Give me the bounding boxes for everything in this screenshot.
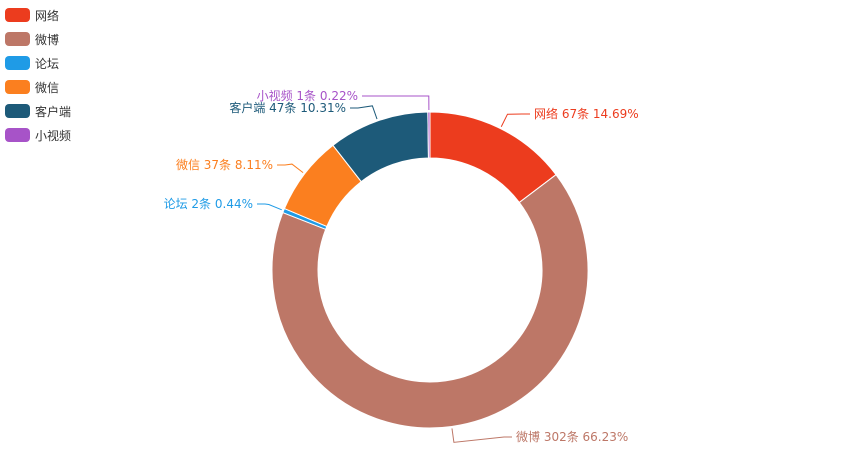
slice-label-1: 微博 302条 66.23%: [516, 429, 628, 444]
leader-line-0: [500, 113, 530, 127]
legend-swatch-2: [5, 56, 30, 70]
legend-label-5: 小视频: [35, 128, 72, 143]
legend-item-4[interactable]: 客户端: [5, 99, 71, 123]
legend-swatch-4: [5, 104, 30, 118]
legend-item-3[interactable]: 微信: [5, 75, 71, 99]
leader-line-2: [257, 203, 282, 211]
slice-5[interactable]: [427, 111, 431, 159]
legend-item-1[interactable]: 微博: [5, 27, 71, 51]
slice-label-2: 论坛 2条 0.44%: [164, 197, 253, 211]
leader-line-5: [362, 95, 430, 111]
slice-label-4: 客户端 47条 10.31%: [229, 100, 346, 115]
leader-line-4: [350, 105, 378, 120]
legend-label-2: 论坛: [35, 56, 60, 71]
slice-label-3: 微信 37条 8.11%: [176, 158, 273, 172]
slice-1[interactable]: [271, 173, 589, 429]
legend: 网络 微博 论坛 微信 客户端 小视频: [5, 3, 71, 147]
legend-swatch-5: [5, 128, 30, 142]
leader-line-1: [451, 428, 512, 443]
leader-line-3: [277, 163, 304, 173]
legend-swatch-3: [5, 80, 30, 94]
legend-item-2[interactable]: 论坛: [5, 51, 71, 75]
legend-label-1: 微博: [35, 32, 60, 47]
legend-label-4: 客户端: [35, 104, 72, 119]
legend-label-3: 微信: [35, 80, 60, 95]
slice-label-5: 小视频 1条 0.22%: [257, 88, 358, 103]
slice-label-0: 网络 67条 14.69%: [534, 106, 639, 121]
legend-swatch-1: [5, 32, 30, 46]
legend-label-0: 网络: [35, 8, 60, 23]
legend-item-0[interactable]: 网络: [5, 3, 71, 27]
legend-swatch-0: [5, 8, 30, 22]
legend-item-5[interactable]: 小视频: [5, 123, 71, 147]
